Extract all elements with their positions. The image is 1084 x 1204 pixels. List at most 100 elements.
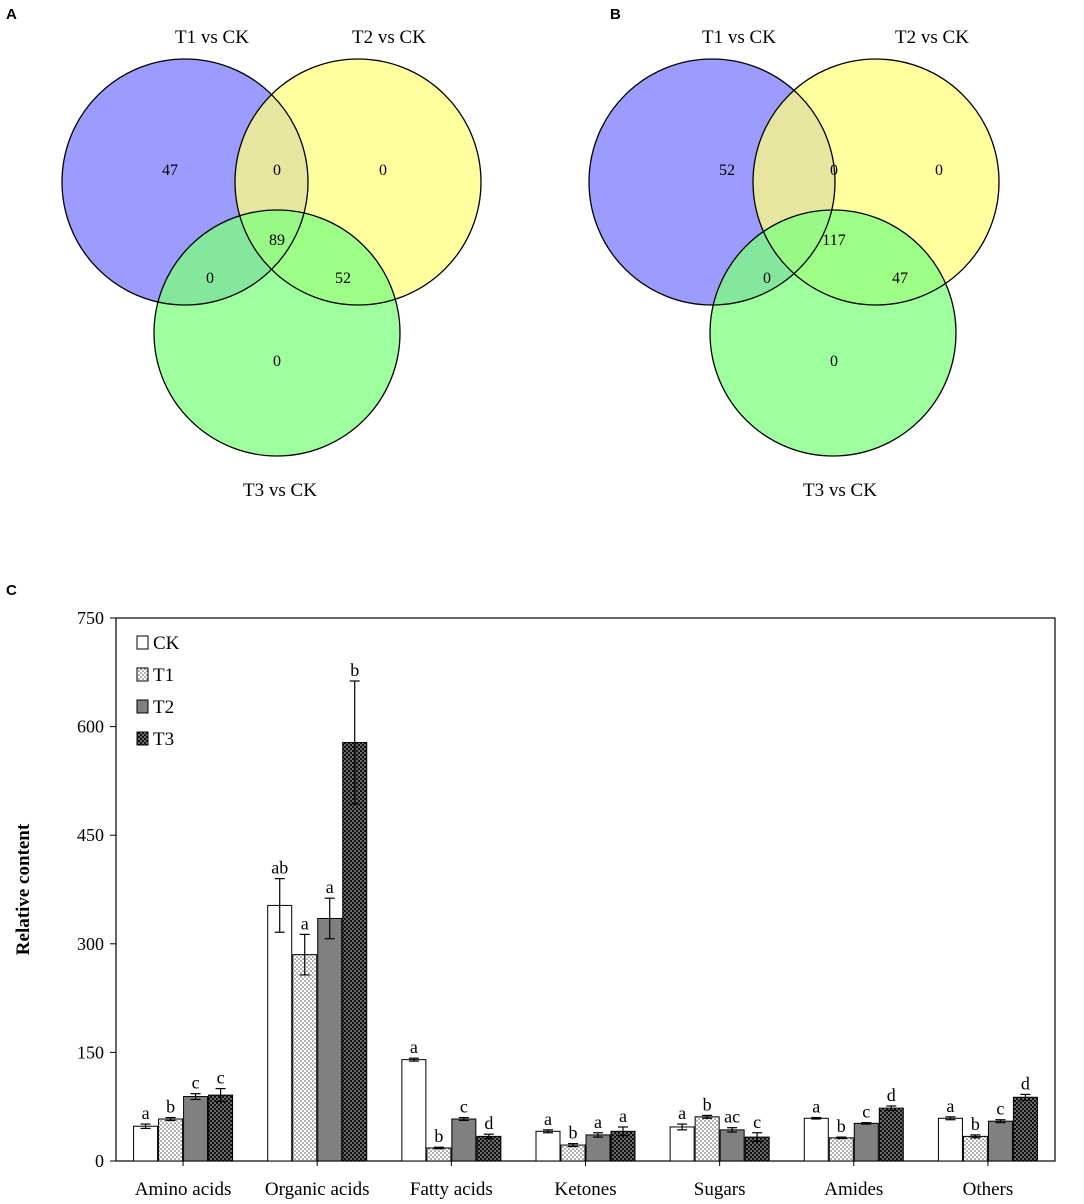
bar — [535, 1130, 561, 1162]
venn-a-count: 0 — [206, 270, 214, 287]
legend-label: CK — [153, 633, 180, 654]
venn-b-count: 0 — [830, 353, 838, 370]
bar — [878, 1107, 904, 1162]
venn-b-count: 47 — [892, 270, 908, 287]
significance-letter: d — [484, 1113, 493, 1133]
y-tick-label: 600 — [77, 717, 104, 737]
venn-a-count: 0 — [273, 353, 281, 370]
legend-label: T1 — [153, 665, 174, 686]
legend-swatch — [136, 699, 149, 714]
y-tick-label: 450 — [77, 825, 104, 845]
bar — [669, 1126, 695, 1162]
bar — [937, 1117, 963, 1162]
bar — [1012, 1096, 1038, 1162]
significance-letter: a — [678, 1103, 686, 1123]
venn-b-count: 0 — [763, 270, 771, 287]
venn-a-label-t3: T3 vs CK — [243, 480, 317, 501]
venn-b-count: 0 — [935, 162, 943, 179]
venn-a-count: 0 — [273, 162, 281, 179]
bar — [585, 1134, 611, 1162]
significance-letter: a — [619, 1106, 627, 1126]
significance-letter: c — [753, 1112, 761, 1132]
significance-letter: a — [142, 1103, 150, 1123]
significance-letter: ac — [724, 1107, 740, 1127]
significance-letter: b — [569, 1123, 578, 1143]
legend-swatch — [136, 731, 149, 746]
legend-label: T2 — [153, 697, 174, 718]
significance-letter: b — [837, 1116, 846, 1136]
significance-letter: c — [996, 1099, 1004, 1119]
venn-diagram-b: T1 vs CK T2 vs CK T3 vs CK 52 0 0 117 0 … — [588, 27, 1000, 501]
venn-a-label-t2: T2 vs CK — [352, 27, 426, 48]
significance-letter: a — [946, 1096, 954, 1116]
venn-b-count: 0 — [830, 162, 838, 179]
significance-letter: a — [544, 1109, 552, 1129]
x-tick-label: Sugars — [694, 1179, 746, 1200]
legend-swatch — [136, 667, 149, 682]
bar — [560, 1144, 586, 1162]
legend-swatch — [136, 635, 149, 650]
significance-letter: c — [192, 1073, 200, 1093]
venn-a-count: 52 — [335, 270, 351, 287]
significance-letter: d — [1021, 1073, 1030, 1093]
bar — [828, 1137, 854, 1162]
venn-a-count: 47 — [162, 162, 178, 179]
significance-letter: b — [971, 1114, 980, 1134]
panel-label-c: C — [6, 582, 17, 599]
y-tick-label: 750 — [77, 608, 104, 628]
significance-letter: b — [350, 660, 359, 680]
panel-label-a: A — [6, 6, 17, 23]
venn-b-label-t2: T2 vs CK — [895, 27, 969, 48]
venn-a-circle-t3 — [154, 210, 400, 456]
bar — [183, 1096, 209, 1162]
bar — [342, 742, 368, 1162]
x-tick-label: Organic acids — [265, 1179, 370, 1200]
bar — [133, 1125, 159, 1162]
bar — [451, 1118, 477, 1162]
venn-a-count: 0 — [379, 162, 387, 179]
bar — [987, 1120, 1013, 1162]
legend-label: T3 — [153, 729, 174, 750]
bar — [267, 904, 293, 1162]
venn-a-label-t1: T1 vs CK — [175, 27, 249, 48]
panel-label-b: B — [610, 6, 621, 23]
significance-letter: c — [862, 1102, 870, 1122]
plot-frame — [115, 617, 1056, 1162]
venn-b-label-t1: T1 vs CK — [702, 27, 776, 48]
x-tick-label: Amino acids — [135, 1179, 232, 1200]
bar — [962, 1135, 988, 1162]
significance-letter: b — [703, 1094, 712, 1114]
bar — [426, 1147, 452, 1162]
significance-letter: c — [217, 1068, 225, 1088]
y-tick-label: 150 — [77, 1042, 104, 1062]
bar — [292, 954, 318, 1162]
significance-letter: a — [301, 913, 309, 933]
significance-letter: b — [434, 1126, 443, 1146]
x-tick-label: Ketones — [554, 1179, 616, 1200]
venn-b-count: 117 — [822, 232, 845, 249]
bar — [853, 1122, 879, 1162]
venn-a-count: 89 — [269, 232, 285, 249]
significance-letter: a — [594, 1112, 602, 1132]
significance-letter: c — [460, 1097, 468, 1117]
significance-letter: ab — [271, 858, 288, 878]
x-tick-label: Amides — [824, 1179, 883, 1200]
bar — [208, 1094, 234, 1162]
significance-letter: b — [166, 1097, 175, 1117]
bar — [476, 1135, 502, 1162]
significance-letter: a — [812, 1097, 820, 1117]
bar — [401, 1059, 427, 1162]
y-axis-label: Relative content — [13, 823, 34, 955]
bar — [694, 1116, 720, 1162]
venn-diagram-a: T1 vs CK T2 vs CK T3 vs CK 47 0 0 89 0 5… — [61, 27, 482, 501]
bar — [158, 1118, 184, 1162]
significance-letter: a — [326, 877, 334, 897]
y-tick-label: 0 — [95, 1151, 104, 1171]
x-tick-label: Fatty acids — [410, 1179, 493, 1200]
y-tick-label: 300 — [77, 934, 104, 954]
x-tick-label: Others — [963, 1179, 1014, 1200]
significance-letter: a — [410, 1037, 418, 1057]
venn-b-count: 52 — [719, 162, 735, 179]
